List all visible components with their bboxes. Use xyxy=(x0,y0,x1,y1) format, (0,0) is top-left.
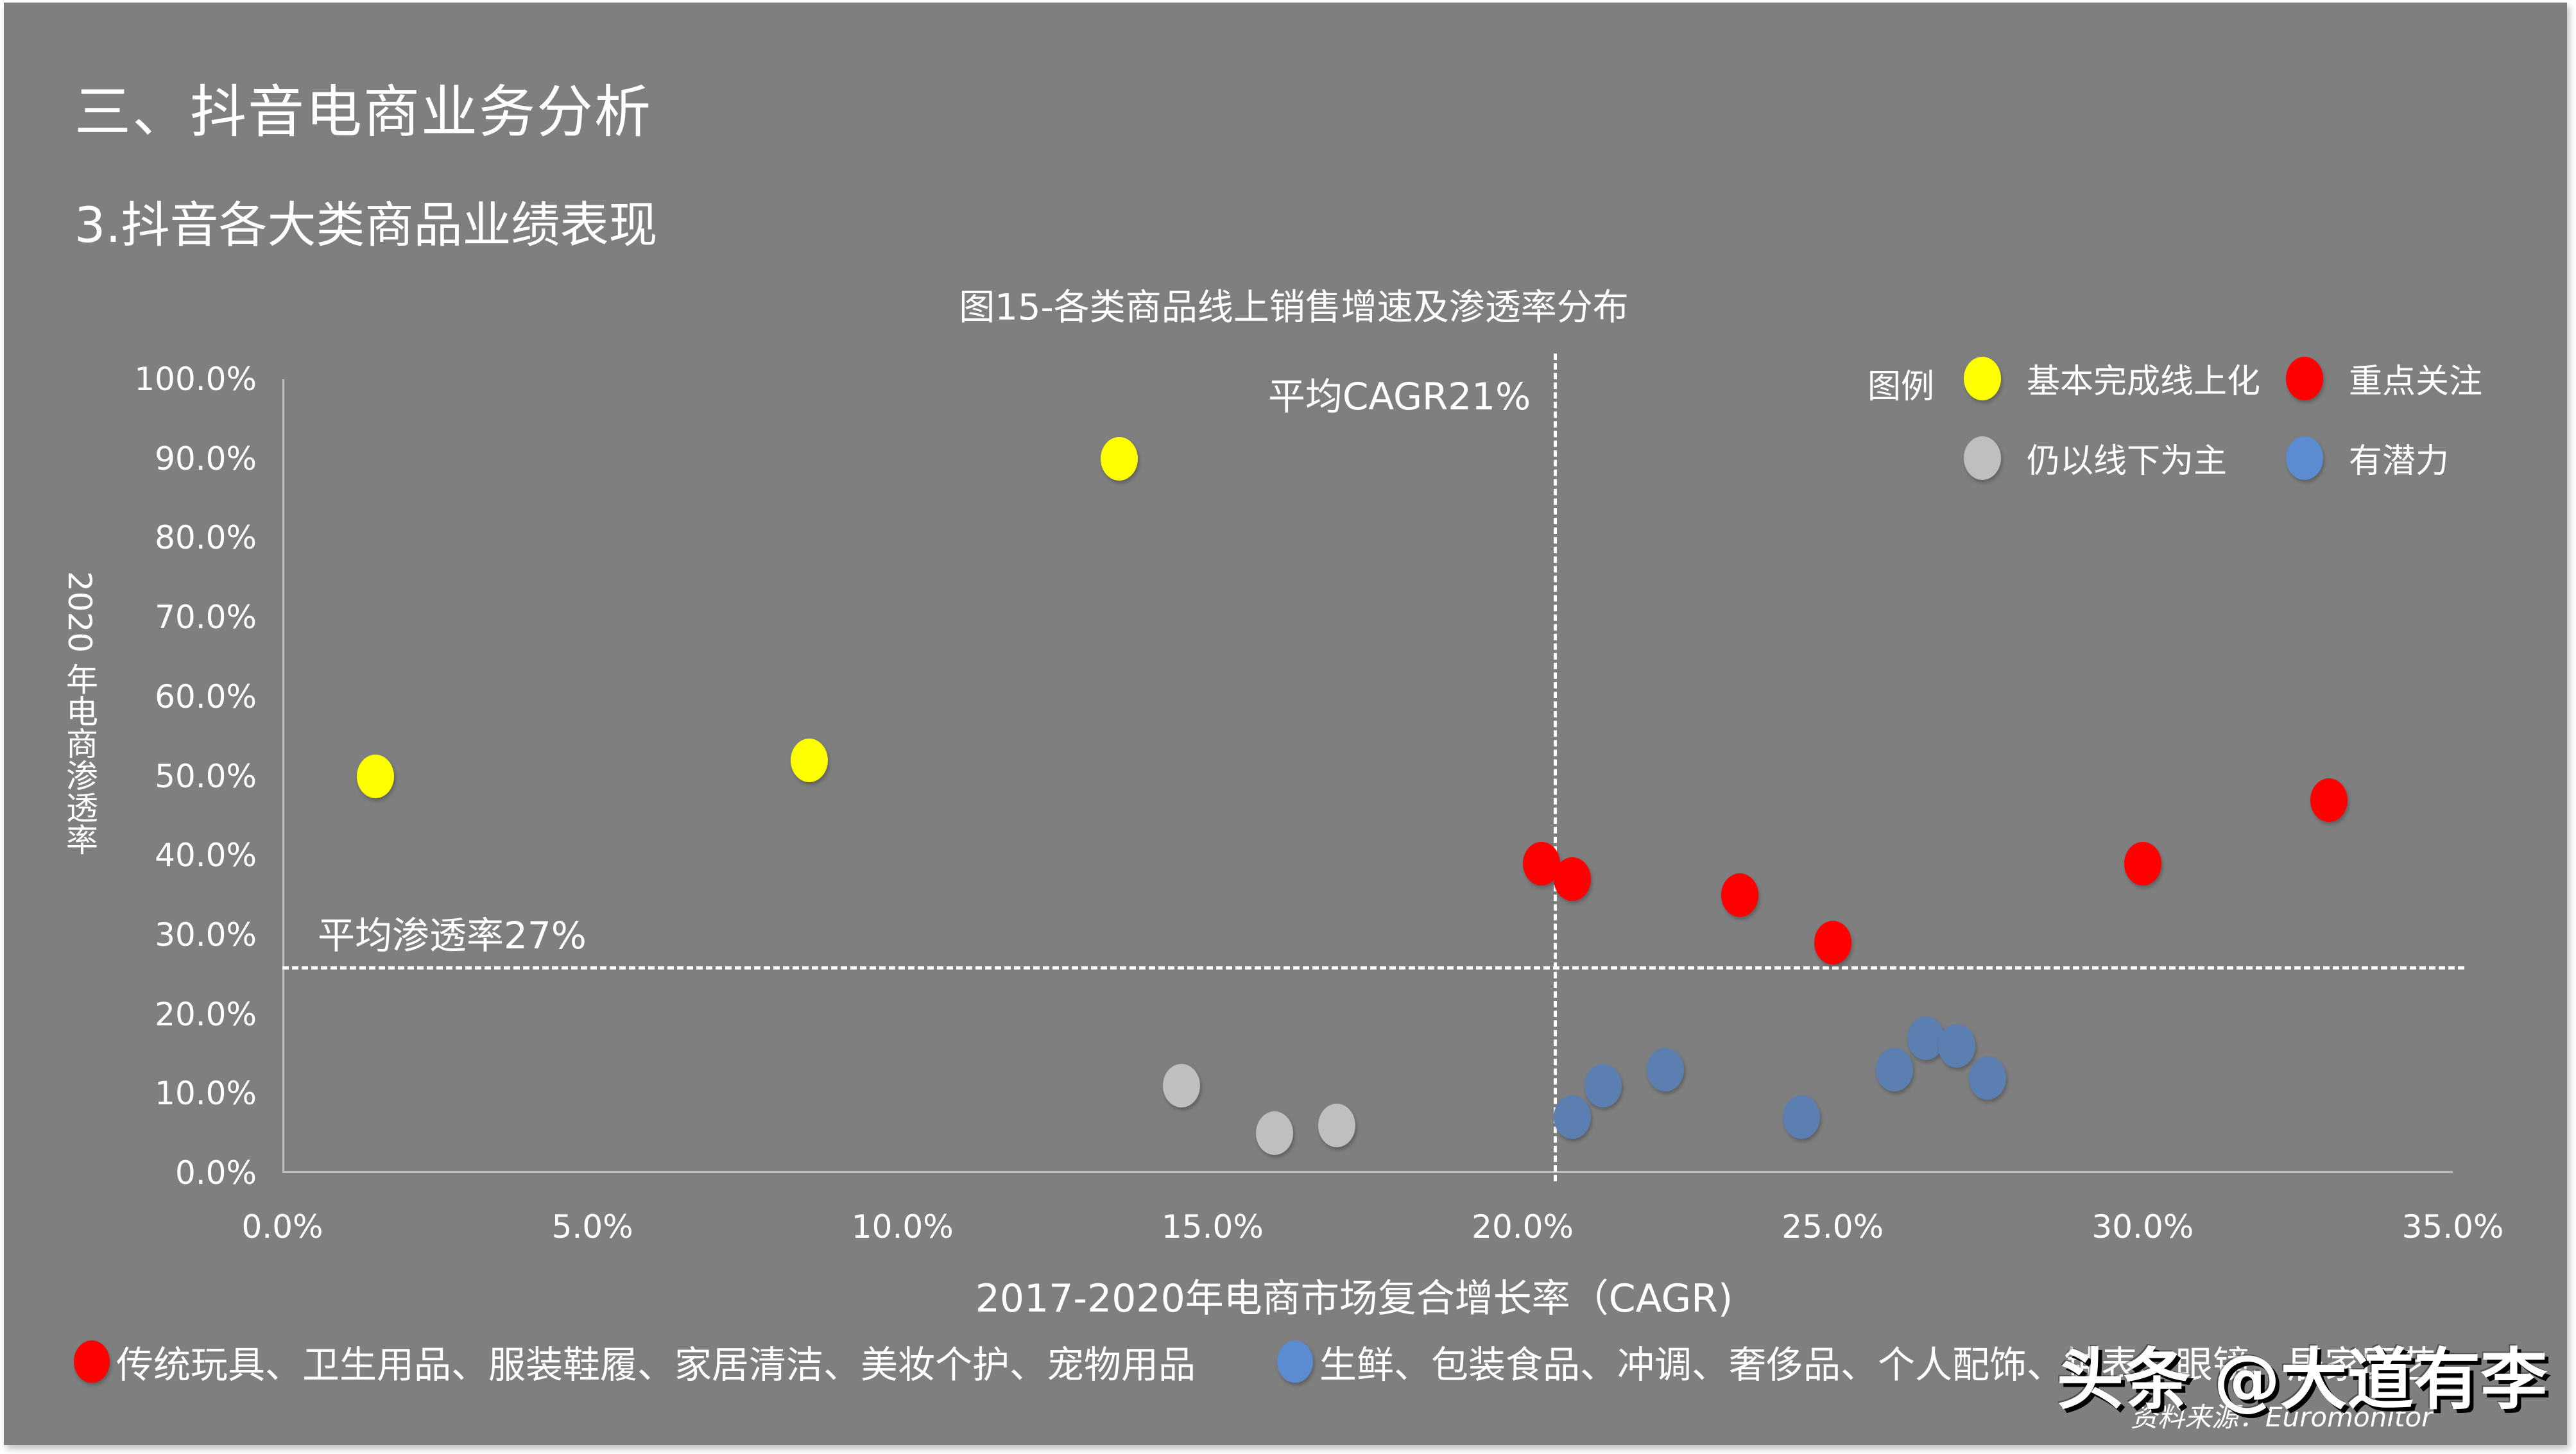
x-axis-line xyxy=(282,1171,2453,1173)
data-point xyxy=(2124,841,2161,885)
bottom-legend-red: 传统玩具、卫生用品、服装鞋履、家居清洁、美妆个护、宠物用品 xyxy=(74,1335,1196,1389)
section-subtitle: 3.抖音各大类商品业绩表现 xyxy=(74,196,658,253)
source-note: 资料来源：Euromonitor xyxy=(2131,1401,2433,1433)
x-tick-label: 10.0% xyxy=(851,1208,954,1245)
slide: 三、抖音电商业务分析 3.抖音各大类商品业绩表现 图15-各类商品线上销售增速及… xyxy=(4,3,2567,1445)
bottom-legend-blue: 生鲜、包装食品、冲调、奢侈品、个人配饰、钟表、眼镜、居家园艺 xyxy=(1277,1335,2436,1389)
blue-dot-icon xyxy=(2286,436,2323,480)
y-axis-label: 2020 年电商渗透率 xyxy=(61,571,98,856)
data-point xyxy=(1783,1095,1821,1140)
data-point xyxy=(1318,1103,1355,1147)
legend-item-offline: 仍以线下为主 xyxy=(1964,434,2227,482)
data-point xyxy=(1937,1024,1975,1068)
avg-cagr-label: 平均CAGR21% xyxy=(1267,375,1531,418)
legend-item-focus: 重点关注 xyxy=(2286,354,2482,402)
y-tick-label: 30.0% xyxy=(155,916,257,954)
y-tick-label: 80.0% xyxy=(155,519,257,557)
data-point xyxy=(1256,1111,1294,1156)
y-tick-label: 100.0% xyxy=(134,361,257,398)
y-tick-label: 90.0% xyxy=(155,440,257,477)
avg-penetration-line xyxy=(282,966,2464,970)
data-point xyxy=(791,738,829,782)
data-point xyxy=(1969,1056,2007,1100)
data-point xyxy=(1553,857,1591,902)
plot-area: 平均CAGR21% 平均渗透率27% xyxy=(282,354,2464,1181)
red-dot-icon xyxy=(2286,356,2323,400)
x-tick-label: 5.0% xyxy=(551,1208,633,1245)
x-tick-label: 30.0% xyxy=(2091,1208,2194,1245)
y-axis-line xyxy=(282,379,284,1173)
data-point xyxy=(1907,1016,1945,1060)
x-tick-label: 35.0% xyxy=(2401,1208,2504,1245)
legend-title: 图例 xyxy=(1868,368,1935,406)
data-point xyxy=(2310,778,2348,822)
data-point xyxy=(1721,873,1758,918)
x-tick-label: 25.0% xyxy=(1782,1208,1884,1245)
data-point xyxy=(1553,1095,1591,1140)
data-point xyxy=(1876,1048,1914,1092)
y-tick-label: 0.0% xyxy=(175,1154,257,1192)
x-tick-label: 15.0% xyxy=(1162,1208,1264,1245)
data-point xyxy=(1584,1063,1622,1108)
y-tick-label: 40.0% xyxy=(155,837,257,875)
chart-legend: 图例 基本完成线上化 重点关注 仍以线下为主 有潜力 xyxy=(1868,356,2509,488)
chart-title: 图15-各类商品线上销售增速及渗透率分布 xyxy=(959,287,1629,329)
legend-item-online: 基本完成线上化 xyxy=(1964,354,2260,402)
avg-cagr-line xyxy=(1553,354,1557,1181)
x-tick-label: 0.0% xyxy=(241,1208,323,1245)
y-tick-label: 60.0% xyxy=(155,678,257,715)
yellow-dot-icon xyxy=(1964,356,2001,400)
x-axis-label: 2017-2020年电商市场复合增长率（CAGR) xyxy=(975,1276,1733,1321)
avg-penetration-label: 平均渗透率27% xyxy=(318,914,587,958)
data-point xyxy=(1163,1063,1201,1108)
data-point xyxy=(1646,1048,1684,1092)
page-title: 三、抖音电商业务分析 xyxy=(74,79,653,145)
y-tick-label: 20.0% xyxy=(155,995,257,1033)
data-point xyxy=(1814,921,1851,965)
data-point xyxy=(1101,436,1138,481)
data-point xyxy=(356,754,394,798)
y-tick-label: 50.0% xyxy=(155,757,257,795)
watermark: 头条 @大道有李 xyxy=(2057,1340,2548,1419)
y-tick-label: 10.0% xyxy=(155,1075,257,1113)
red-dot-icon xyxy=(74,1340,110,1383)
blue-dot-icon xyxy=(1277,1340,1313,1383)
legend-item-potential: 有潜力 xyxy=(2286,434,2449,482)
gray-dot-icon xyxy=(1964,436,2001,480)
x-tick-label: 20.0% xyxy=(1472,1208,1574,1245)
y-tick-label: 70.0% xyxy=(155,599,257,637)
